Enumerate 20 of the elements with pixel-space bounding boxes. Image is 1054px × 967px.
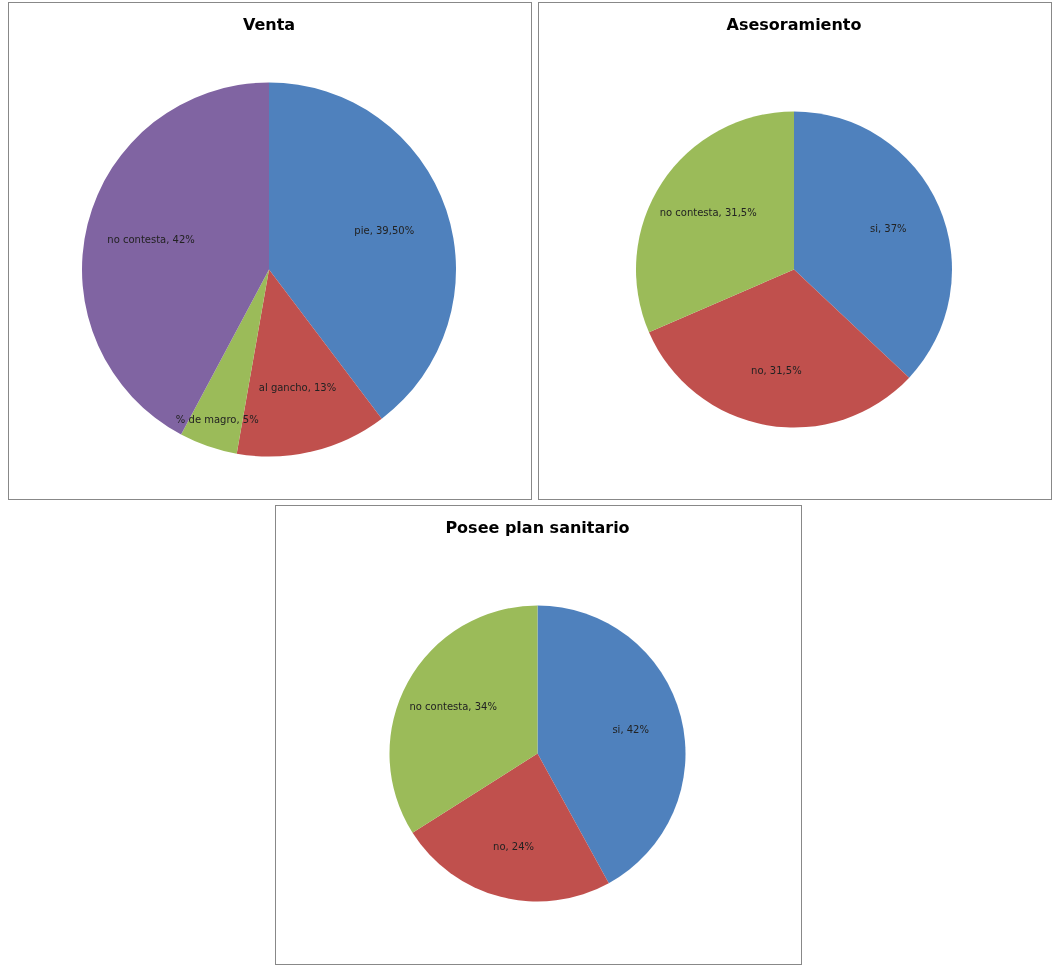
chart-title: Venta [242,15,296,34]
slice-label: no contesta, 42% [107,234,195,246]
chart-title: Asesoramiento [726,15,862,34]
slice-label: al gancho, 13% [258,381,337,393]
slice-label: si, 37% [869,222,907,234]
pie-slice [412,753,609,902]
slice-label: no, 24% [493,840,535,852]
slice-label: % de magro, 5% [175,413,259,425]
pie-slice [537,605,686,884]
pie-slice [649,269,910,428]
slice-label: si, 42% [612,723,649,735]
slice-label: no, 31,5% [751,364,802,376]
slice-label: no contesta, 34% [409,701,497,713]
pie-slice [636,111,794,333]
slice-label: pie, 39,50% [354,224,415,236]
chart-title: Posee plan sanitario [445,518,630,537]
pie-slice [269,82,456,419]
slice-label: no contesta, 31,5% [659,207,757,219]
pie-slice [82,82,269,435]
pie-slice [389,605,538,833]
